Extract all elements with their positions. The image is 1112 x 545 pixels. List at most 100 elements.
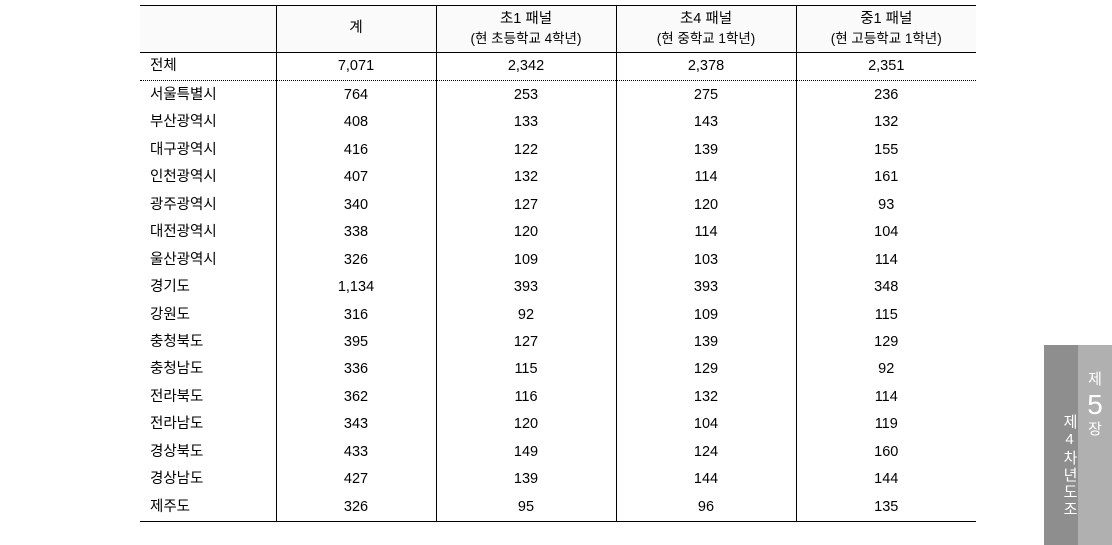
cell-p3: 92 bbox=[796, 356, 976, 383]
cell-p3: 348 bbox=[796, 274, 976, 301]
header-panel-2-sub: (현 중학교 1학년) bbox=[619, 30, 794, 48]
cell-region: 울산광역시 bbox=[140, 246, 276, 273]
table-row: 경기도1,134393393348 bbox=[140, 274, 976, 301]
cell-p1: 120 bbox=[436, 411, 616, 438]
header-panel-3-label: 중1 패널 bbox=[860, 11, 912, 27]
cell-total: 427 bbox=[276, 466, 436, 493]
cell-p1: 127 bbox=[436, 191, 616, 218]
cell-p1: 149 bbox=[436, 438, 616, 465]
cell-p3: 114 bbox=[796, 383, 976, 410]
cell-p3: 144 bbox=[796, 466, 976, 493]
cell-region: 경기도 bbox=[140, 274, 276, 301]
cell-total: 1,134 bbox=[276, 274, 436, 301]
cell-total: 326 bbox=[276, 246, 436, 273]
cell-total: 362 bbox=[276, 383, 436, 410]
cell-p2: 143 bbox=[616, 109, 796, 136]
cell-p2: 114 bbox=[616, 164, 796, 191]
table-row: 충청남도33611512992 bbox=[140, 356, 976, 383]
cell-total: 340 bbox=[276, 191, 436, 218]
cell-region: 충청남도 bbox=[140, 356, 276, 383]
cell-total: 764 bbox=[276, 81, 436, 109]
header-total-label: 계 bbox=[349, 20, 362, 36]
cell-p2: 139 bbox=[616, 328, 796, 355]
cell-p1: 92 bbox=[436, 301, 616, 328]
header-panel-1: 초1 패널 (현 초등학교 4학년) bbox=[436, 6, 616, 53]
panel-statistics-table: 계 초1 패널 (현 초등학교 4학년) 초4 패널 (현 중학교 1학년) 중… bbox=[140, 5, 976, 522]
side-tab-year-text: 제4차년도조 bbox=[1059, 414, 1078, 518]
cell-p3: 236 bbox=[796, 81, 976, 109]
cell-total: 326 bbox=[276, 493, 436, 521]
cell-p2: 103 bbox=[616, 246, 796, 273]
cell-region: 광주광역시 bbox=[140, 191, 276, 218]
table-row: 경상남도427139144144 bbox=[140, 466, 976, 493]
cell-p2: 96 bbox=[616, 493, 796, 521]
header-region bbox=[140, 6, 276, 53]
cell-region: 충청북도 bbox=[140, 328, 276, 355]
table-row: 부산광역시408133143132 bbox=[140, 109, 976, 136]
cell-region: 경상북도 bbox=[140, 438, 276, 465]
cell-p1: 133 bbox=[436, 109, 616, 136]
cell-p3: 104 bbox=[796, 219, 976, 246]
cell-total: 408 bbox=[276, 109, 436, 136]
cell-p2: 139 bbox=[616, 136, 796, 163]
table-row: 서울특별시764253275236 bbox=[140, 81, 976, 109]
side-tab-year: 제4차년도조 bbox=[1044, 345, 1078, 545]
cell-p3: 160 bbox=[796, 438, 976, 465]
side-tab-chap-jang: 장 bbox=[1088, 421, 1102, 440]
cell-p3: 2,351 bbox=[796, 52, 976, 80]
cell-p1: 115 bbox=[436, 356, 616, 383]
cell-p2: 104 bbox=[616, 411, 796, 438]
cell-region: 전체 bbox=[140, 52, 276, 80]
header-panel-2: 초4 패널 (현 중학교 1학년) bbox=[616, 6, 796, 53]
cell-p1: 393 bbox=[436, 274, 616, 301]
cell-region: 대구광역시 bbox=[140, 136, 276, 163]
cell-p3: 93 bbox=[796, 191, 976, 218]
cell-p3: 155 bbox=[796, 136, 976, 163]
header-panel-3-sub: (현 고등학교 1학년) bbox=[799, 30, 975, 48]
cell-total: 395 bbox=[276, 328, 436, 355]
cell-p1: 116 bbox=[436, 383, 616, 410]
cell-p1: 2,342 bbox=[436, 52, 616, 80]
cell-p3: 161 bbox=[796, 164, 976, 191]
cell-total: 407 bbox=[276, 164, 436, 191]
cell-p1: 109 bbox=[436, 246, 616, 273]
table-row: 제주도3269596135 bbox=[140, 493, 976, 521]
cell-region: 제주도 bbox=[140, 493, 276, 521]
table-body: 전체 7,071 2,342 2,378 2,351 서울특별시76425327… bbox=[140, 52, 976, 521]
cell-region: 인천광역시 bbox=[140, 164, 276, 191]
table-row: 대구광역시416122139155 bbox=[140, 136, 976, 163]
cell-p2: 2,378 bbox=[616, 52, 796, 80]
cell-p2: 132 bbox=[616, 383, 796, 410]
table-row: 충청북도395127139129 bbox=[140, 328, 976, 355]
cell-p3: 115 bbox=[796, 301, 976, 328]
table-row: 광주광역시34012712093 bbox=[140, 191, 976, 218]
panel-table-container: 계 초1 패널 (현 초등학교 4학년) 초4 패널 (현 중학교 1학년) 중… bbox=[140, 5, 976, 522]
cell-region: 경상남도 bbox=[140, 466, 276, 493]
cell-p2: 129 bbox=[616, 356, 796, 383]
table-row: 인천광역시407132114161 bbox=[140, 164, 976, 191]
cell-p2: 275 bbox=[616, 81, 796, 109]
cell-p3: 129 bbox=[796, 328, 976, 355]
header-panel-1-sub: (현 초등학교 4학년) bbox=[439, 30, 614, 48]
table-row: 강원도31692109115 bbox=[140, 301, 976, 328]
cell-p2: 114 bbox=[616, 219, 796, 246]
cell-region: 강원도 bbox=[140, 301, 276, 328]
cell-region: 서울특별시 bbox=[140, 81, 276, 109]
cell-region: 부산광역시 bbox=[140, 109, 276, 136]
cell-p2: 393 bbox=[616, 274, 796, 301]
cell-total: 343 bbox=[276, 411, 436, 438]
table-row: 전라북도362116132114 bbox=[140, 383, 976, 410]
cell-p1: 127 bbox=[436, 328, 616, 355]
cell-region: 전라북도 bbox=[140, 383, 276, 410]
cell-region: 전라남도 bbox=[140, 411, 276, 438]
table-row: 울산광역시326109103114 bbox=[140, 246, 976, 273]
cell-p1: 120 bbox=[436, 219, 616, 246]
cell-p1: 253 bbox=[436, 81, 616, 109]
cell-total: 7,071 bbox=[276, 52, 436, 80]
table-row: 대전광역시338120114104 bbox=[140, 219, 976, 246]
cell-p3: 132 bbox=[796, 109, 976, 136]
cell-p3: 135 bbox=[796, 493, 976, 521]
side-tab-chap-number: 5 bbox=[1087, 390, 1103, 421]
side-tab-chapter: 제 5 장 bbox=[1078, 345, 1112, 545]
table-total-row: 전체 7,071 2,342 2,378 2,351 bbox=[140, 52, 976, 80]
